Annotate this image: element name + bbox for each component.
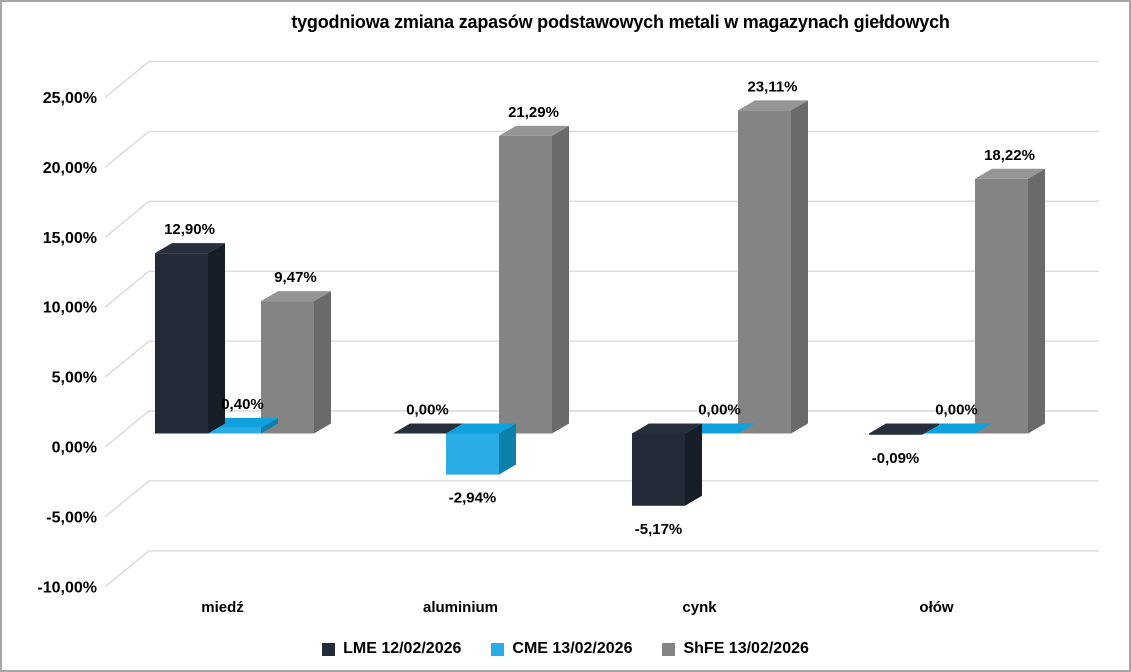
bar-top-face [393,423,463,434]
data-label: 0,00% [935,402,978,419]
legend: LME 12/02/2026 CME 13/02/2026 ShFE 13/02… [0,634,1131,664]
gridline [104,200,1099,238]
bar-side-face [499,423,516,475]
data-label: -0,09% [872,450,920,467]
y-tick-label: 15,00% [43,230,97,247]
gridline [104,340,1099,378]
bar-top-face [155,243,225,254]
bar [261,301,314,434]
legend-swatch-shfe [662,642,676,656]
y-tick-label: -5,00% [46,509,97,526]
data-label: 0,00% [406,402,449,419]
bar-top-face [632,423,702,434]
data-label: -2,94% [449,490,497,507]
category-label: aluminium [423,599,498,616]
data-label: 23,11% [747,78,797,95]
bar-side-face [685,423,702,506]
bar [208,427,261,434]
y-tick-label: 0,00% [52,440,97,457]
bar [446,433,499,475]
bar-top-face [446,423,516,434]
y-tick-label: 20,00% [43,160,97,177]
legend-item-shfe: ShFE 13/02/2026 [662,640,809,658]
bar-side-face [261,417,278,434]
category-label: miedź [201,599,244,616]
chart-title: tygodniowa zmiana zapasów podstawowych m… [291,12,950,32]
legend-swatch-lme [322,642,336,656]
bar-side-face [208,243,225,434]
bar-top-face [208,417,278,428]
gridline [104,60,1099,99]
bar-side-face [314,291,331,434]
bar [632,433,685,506]
y-tick-label: -10,00% [37,579,97,596]
bar-side-face [791,100,808,434]
data-label: -5,17% [635,521,683,538]
bar-top-face [738,100,808,111]
data-label: 21,29% [508,104,559,121]
gridline [104,130,1099,168]
bar-top-face [261,291,331,302]
data-label: 0,00% [698,402,741,419]
data-label: 9,47% [274,269,317,286]
category-label: cynk [682,599,717,616]
bar-top-face [499,125,569,136]
category-label: ołów [919,599,953,616]
bar-top-face [869,423,939,434]
gridline [104,270,1099,308]
bar-side-face [922,423,939,435]
legend-swatch-cme [491,642,505,656]
bar [975,178,1028,434]
bar [738,110,791,434]
data-label: 12,90% [164,221,215,238]
legend-item-cme: CME 13/02/2026 [491,640,632,658]
gridline [104,550,1099,588]
legend-item-lme: LME 12/02/2026 [322,640,461,658]
bar-top-face [922,423,992,434]
bar-top-face [975,168,1045,179]
legend-label-lme: LME 12/02/2026 [343,640,462,657]
y-tick-label: 10,00% [43,300,97,317]
bar-side-face [552,125,569,434]
data-label: 18,22% [984,147,1035,164]
bar-top-face [685,423,755,434]
bar-side-face [1028,168,1045,434]
bar [499,135,552,434]
bar [155,253,208,434]
legend-label-shfe: ShFE 13/02/2026 [683,640,809,657]
bar [869,433,922,435]
y-tick-label: 5,00% [52,370,97,387]
legend-label-cme: CME 13/02/2026 [512,640,633,657]
data-label: 0,40% [221,396,264,413]
y-tick-label: 25,00% [43,90,97,107]
gridline [104,480,1099,518]
